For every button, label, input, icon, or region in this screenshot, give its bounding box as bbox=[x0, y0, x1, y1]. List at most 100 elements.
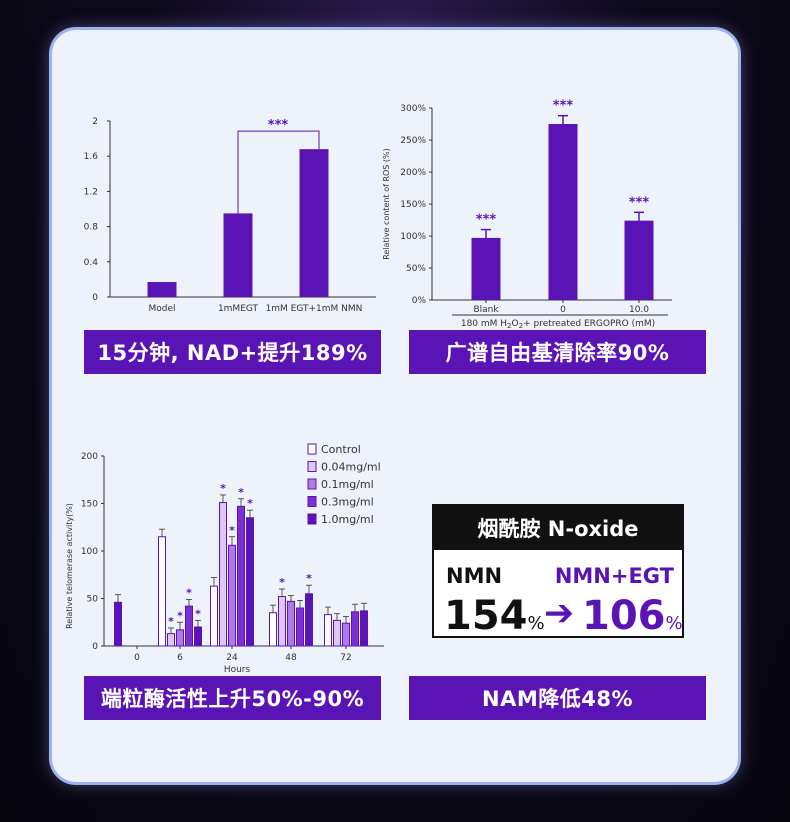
legend-label: 0.3mg/ml bbox=[321, 496, 374, 509]
legend-label: Control bbox=[321, 443, 361, 456]
y-tick-label: 2 bbox=[92, 117, 98, 127]
legend-swatch bbox=[307, 461, 317, 472]
legend-swatch bbox=[307, 513, 317, 525]
bar-1.0mg/ml bbox=[305, 593, 313, 647]
y-axis-label: Relative telomerase activity(%) bbox=[65, 503, 74, 629]
y-tick-label: 0 bbox=[92, 293, 98, 303]
x-tick-label: 48 bbox=[285, 653, 297, 663]
y-tick-label: 0.4 bbox=[84, 258, 99, 268]
bar-0.3mg/ml bbox=[185, 605, 193, 647]
x-tick-label: 10.0 bbox=[629, 305, 649, 315]
bar-0.04mg/ml bbox=[167, 633, 175, 647]
x-tick-label: Blank bbox=[473, 305, 499, 315]
bar-0.1mg/ml bbox=[342, 622, 350, 647]
significance-star: * bbox=[168, 615, 174, 628]
y-tick-label: 300% bbox=[400, 104, 426, 114]
bar-2 bbox=[299, 149, 329, 297]
nmn-value-percent: % bbox=[527, 613, 545, 634]
bar-0.3mg/ml bbox=[296, 607, 304, 647]
y-tick-label: 100 bbox=[81, 547, 98, 557]
y-tick-label: 100% bbox=[400, 232, 426, 242]
bar-0.04mg/ml bbox=[278, 596, 286, 647]
x-tick-label: 0 bbox=[560, 305, 566, 315]
telomerase-chart: 0 50 100 150 200 Relative telomerase activity… bbox=[65, 443, 384, 675]
nmn-egt-value-number: 106 bbox=[582, 593, 666, 639]
significance-star: * bbox=[195, 607, 201, 620]
arrow-icon: ➔ bbox=[544, 593, 575, 634]
bar-0.1mg/ml bbox=[287, 600, 295, 647]
bar-1.0mg/ml bbox=[360, 610, 368, 647]
y-tick-label: 0 bbox=[92, 642, 98, 652]
significance-bracket bbox=[237, 130, 320, 214]
y-tick-label: 50 bbox=[87, 595, 99, 605]
bar-0.1mg/ml bbox=[228, 544, 236, 647]
x-tick-label: Model bbox=[148, 304, 175, 314]
content-card bbox=[52, 30, 738, 782]
x-tick-label: 1mM EGT+1mM NMN bbox=[266, 304, 363, 314]
significance-star: * bbox=[177, 609, 183, 622]
legend-swatch bbox=[307, 478, 317, 490]
nad-banner: 15分钟, NAD+提升189% bbox=[84, 330, 381, 374]
nmn-egt-label: NMN+EGT bbox=[554, 564, 674, 588]
nam-oxide-title: 烟酰胺 N-oxide bbox=[434, 506, 682, 550]
significance-star: * bbox=[229, 524, 235, 537]
bar-0.04mg/ml bbox=[333, 619, 341, 647]
bar-0.3mg/ml bbox=[351, 611, 359, 647]
y-tick-label: 1.2 bbox=[84, 187, 98, 197]
x-tick-label: 72 bbox=[340, 653, 351, 663]
y-tick-label: 200% bbox=[400, 168, 426, 178]
y-tick-label: 0.8 bbox=[84, 223, 99, 233]
nad-chart: 0 0.4 0.8 1.2 1.6 2 Model 1mMEGT 1mM EGT+1mM NMN… bbox=[84, 117, 376, 314]
y-tick-label: 150% bbox=[400, 200, 426, 210]
nmn-value-number: 154 bbox=[444, 593, 528, 639]
significance-star: * bbox=[238, 486, 244, 499]
y-tick-label: 0% bbox=[412, 296, 427, 306]
legend-swatch bbox=[307, 443, 317, 455]
nam-oxide-box: 烟酰胺 N-oxide NMN NMN+EGT 154% ➔ 106% bbox=[432, 504, 684, 638]
nmn-value: 154% bbox=[444, 596, 545, 644]
bar-Control bbox=[269, 612, 277, 647]
significance-label: *** bbox=[629, 195, 650, 210]
nmn-egt-value: 106% bbox=[582, 596, 683, 644]
bar-1.0mg/ml bbox=[114, 601, 122, 647]
significance-label: *** bbox=[268, 118, 289, 133]
x-tick-label: 6 bbox=[177, 653, 183, 663]
bar-Control bbox=[158, 536, 166, 647]
significance-label: *** bbox=[476, 213, 497, 228]
significance-label: *** bbox=[553, 99, 574, 114]
bar-0.1mg/ml bbox=[176, 629, 184, 647]
bar-0 bbox=[471, 237, 501, 300]
legend-label: 0.1mg/ml bbox=[321, 478, 374, 491]
bar-1.0mg/ml bbox=[194, 626, 202, 647]
bar-0 bbox=[147, 282, 177, 297]
ros-banner: 广谱自由基清除率90% bbox=[409, 330, 706, 374]
legend-swatch bbox=[307, 496, 317, 507]
x-tick-label: 0 bbox=[134, 653, 140, 663]
x-axis-label: Hours bbox=[224, 665, 251, 675]
nam-banner: NAM降低48% bbox=[409, 676, 706, 720]
x-tick-label: 1mMEGT bbox=[218, 304, 259, 314]
bar-1.0mg/ml bbox=[246, 517, 254, 647]
y-tick-label: 150 bbox=[81, 500, 98, 510]
ros-chart: 0% 50% 100% 150% 200% 250% 300% Relative conten… bbox=[382, 99, 672, 330]
nmn-label: NMN bbox=[446, 564, 503, 588]
bar-Control bbox=[324, 614, 332, 647]
bar-2 bbox=[624, 220, 654, 300]
telomerase-banner: 端粒酶活性上升50%-90% bbox=[84, 676, 381, 720]
significance-star: * bbox=[220, 482, 226, 495]
bar-0.3mg/ml bbox=[237, 505, 245, 647]
x-axis-label: 180 mM H2O2+ pretreated ERGOPRO (mM) bbox=[461, 319, 655, 330]
x-tick-label: 24 bbox=[226, 653, 238, 663]
y-tick-label: 200 bbox=[81, 452, 98, 462]
significance-star: * bbox=[279, 576, 285, 589]
bar-0.04mg/ml bbox=[219, 502, 227, 647]
y-axis-label: Relative content of ROS (%) bbox=[382, 148, 391, 260]
significance-star: * bbox=[186, 586, 192, 599]
significance-star: * bbox=[306, 572, 312, 585]
bar-1 bbox=[223, 213, 253, 297]
y-tick-label: 50% bbox=[406, 264, 426, 274]
bar-Control bbox=[210, 585, 218, 647]
legend-label: 0.04mg/ml bbox=[321, 461, 381, 474]
significance-star: * bbox=[247, 497, 253, 510]
y-tick-label: 250% bbox=[400, 136, 426, 146]
